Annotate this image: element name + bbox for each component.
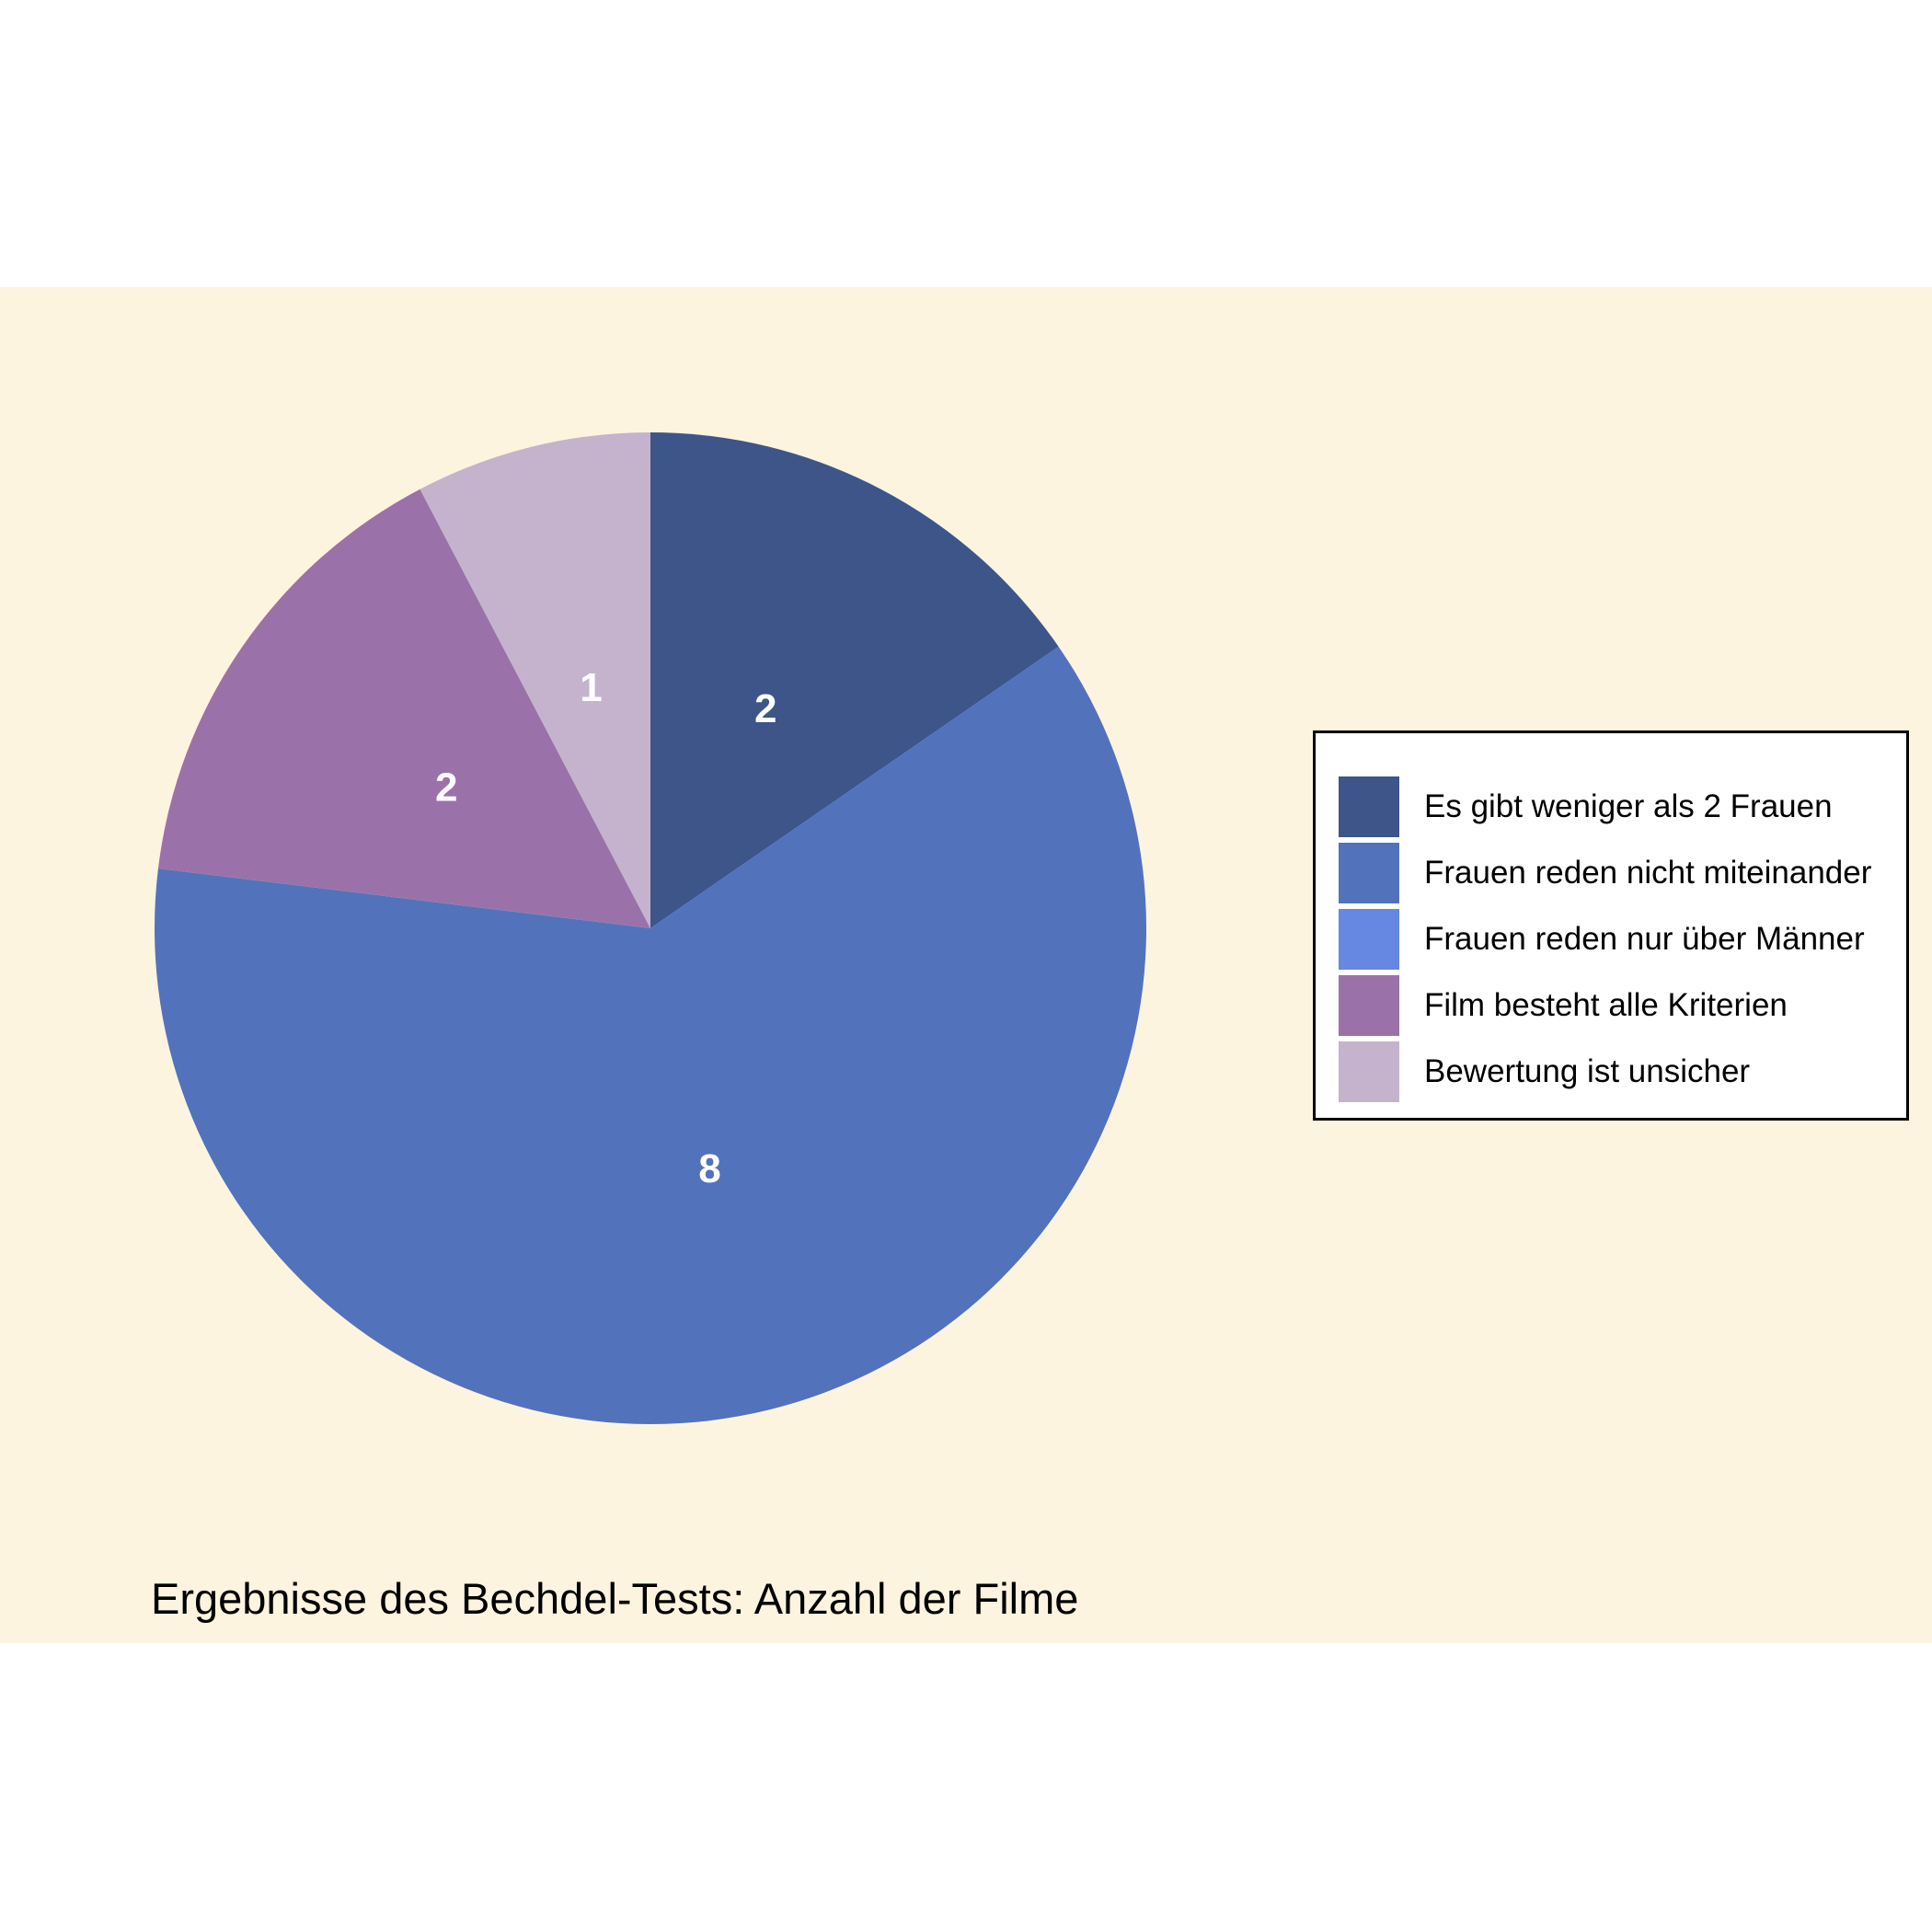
legend-label: Frauen reden nicht miteinander (1424, 855, 1872, 891)
legend-label: Film besteht alle Kriterien (1424, 987, 1788, 1023)
legend-label: Frauen reden nur über Männer (1424, 921, 1865, 957)
pie-labels: 2 8 2 1 (435, 665, 777, 1191)
legend-label: Bewertung ist unsicher (1424, 1053, 1751, 1089)
legend-swatch (1339, 843, 1399, 903)
pie-chart: 2 8 2 1 (155, 432, 1147, 1425)
chart-panel: 2 8 2 1 Es gibt weniger als 2 Frauen Frauen … (0, 287, 1932, 1643)
pie-slice-value-label: 1 (580, 665, 602, 710)
pie-slice-0 (650, 432, 1059, 928)
legend-item: Frauen reden nicht miteinander (1339, 840, 1906, 906)
pie-slice-4 (420, 432, 650, 928)
pie-slice-3 (157, 489, 650, 928)
legend-swatch (1339, 909, 1399, 970)
legend-swatch (1339, 975, 1399, 1036)
legend: Es gibt weniger als 2 Frauen Frauen reden… (1313, 730, 1909, 1121)
pie-slice-value-label: 8 (698, 1146, 720, 1191)
legend-item: Film besteht alle Kriterien (1339, 972, 1906, 1039)
legend-label: Es gibt weniger als 2 Frauen (1424, 788, 1833, 824)
legend-swatch (1339, 776, 1399, 837)
legend-item: Es gibt weniger als 2 Frauen (1339, 774, 1906, 840)
pie-slice-1 (155, 646, 1147, 1425)
legend-item: Bewertung ist unsicher (1339, 1039, 1906, 1105)
pie-slice-value-label: 2 (435, 765, 457, 810)
legend-swatch (1339, 1041, 1399, 1102)
chart-title: Ergebnisse des Bechdel-Tests: Anzahl der… (151, 1574, 1079, 1623)
pie-slice-value-label: 2 (754, 686, 776, 731)
pie-slices (155, 432, 1147, 1425)
legend-item: Frauen reden nur über Männer (1339, 906, 1906, 972)
